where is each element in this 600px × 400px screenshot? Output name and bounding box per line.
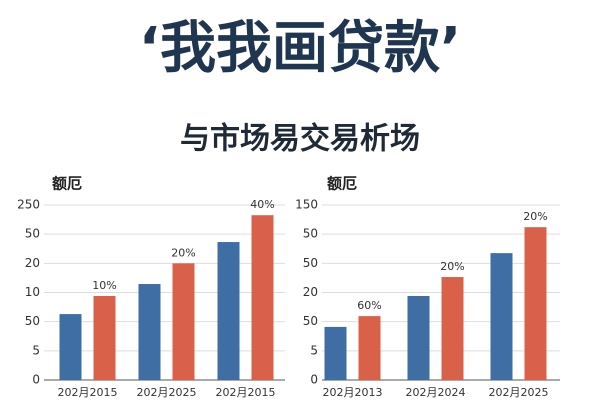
x-tick-label: 202月2015 [58,386,118,399]
y-axis-label: 额厄 [327,175,357,193]
y-tick-label: 50 [25,314,40,328]
bar-label: 20% [171,246,195,259]
y-tick-label: 5 [310,343,318,357]
bar [524,227,547,380]
subtitle: 与市场易交易析场 [180,122,420,157]
y-tick-label: 0 [32,373,40,387]
bar [172,263,195,380]
bar-label: 10% [92,279,116,292]
y-tick-label: 50 [303,227,318,241]
bar-label: 40% [250,198,274,211]
y-tick-label: 50 [303,256,318,270]
bar-label: 20% [523,210,547,223]
bar [441,277,464,380]
bar [490,253,513,380]
y-axis-label: 额厄 [52,175,82,193]
bar [93,296,116,380]
bar-label: 20% [440,260,464,273]
x-tick-label: 202月2015 [216,386,276,399]
y-tick-label: 20 [25,256,40,270]
y-tick-label: 10 [25,285,40,299]
y-tick-label: 250 [17,198,40,212]
y-tick-label: 150 [295,198,318,212]
x-tick-label: 202月2025 [489,386,549,399]
bar [407,296,430,380]
title: ‘我我画贷款’ [139,16,462,81]
bar-label: 60% [357,299,381,312]
bar [59,314,82,380]
bar [138,284,161,380]
y-tick-label: 50 [25,227,40,241]
bar [251,215,274,380]
bar [358,316,381,380]
bar [217,242,240,380]
x-tick-label: 202月2024 [406,386,466,399]
y-tick-label: 20 [303,285,318,299]
x-tick-label: 202月2025 [137,386,197,399]
x-tick-label: 202月2013 [323,386,383,399]
bar [324,326,347,380]
y-tick-label: 50 [303,314,318,328]
y-tick-label: 0 [310,373,318,387]
y-tick-label: 5 [32,343,40,357]
